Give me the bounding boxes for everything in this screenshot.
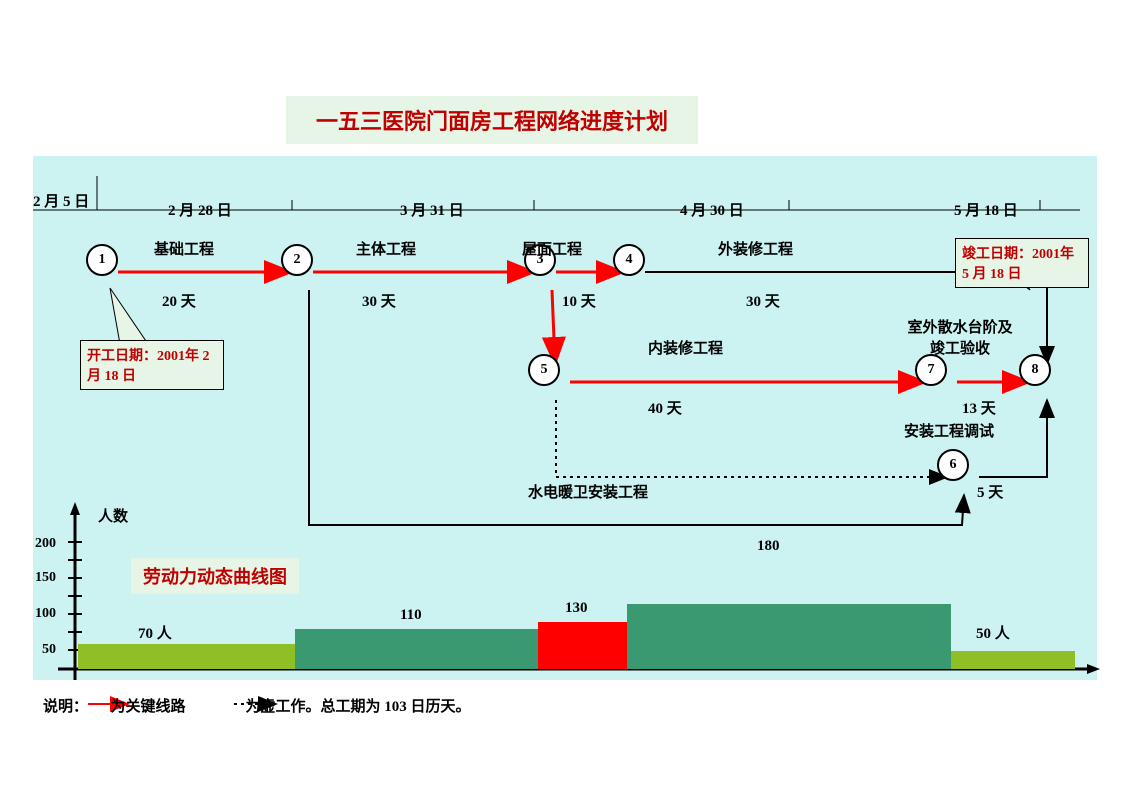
edge-78-label: 室外散水台阶及竣工验收: [905, 316, 1015, 358]
subtitle-text: 劳动力动态曲线图: [143, 567, 287, 587]
date-0: 2 月 5 日: [33, 190, 89, 211]
node-6: 6: [937, 449, 969, 481]
subtitle-box: 劳动力动态曲线图: [131, 558, 299, 594]
date-3: 4 月 30 日: [680, 199, 744, 220]
title-text: 一五三医院门面房工程网络进度计划: [316, 109, 668, 134]
title-box: 一五三医院门面房工程网络进度计划: [286, 96, 698, 144]
edge-78-dur: 13 天: [962, 397, 996, 418]
ytick-100: 100: [35, 606, 56, 622]
edge-57-dur: 40 天: [648, 397, 682, 418]
callout-start: 开工日期：2001年 2 月 18 日: [80, 340, 224, 390]
bar-2-label: 130: [565, 600, 588, 617]
node-2: 2: [281, 244, 313, 276]
edge-34-dur: 10 天: [562, 290, 596, 311]
stage: 一五三医院门面房工程网络进度计划 2 月 5 日 2 月 28 日 3 月 31…: [0, 0, 1123, 794]
edge-48-dur: 30 天: [746, 290, 780, 311]
node-7: 7: [915, 354, 947, 386]
date-1: 2 月 28 日: [168, 199, 232, 220]
ytick-150: 150: [35, 570, 56, 586]
node-5: 5: [528, 354, 560, 386]
bar-0-label: 70 人: [138, 622, 172, 643]
ytick-50: 50: [42, 642, 56, 658]
edge-23-dur: 30 天: [362, 290, 396, 311]
edge-26-label: 水电暖卫安装工程: [528, 481, 648, 502]
edge-23-label: 主体工程: [356, 238, 416, 259]
node-1: 1: [86, 244, 118, 276]
edge-48-label: 外装修工程: [718, 238, 793, 259]
date-2: 3 月 31 日: [400, 199, 464, 220]
edge-68-dur: 5 天: [977, 481, 1003, 502]
bar-4-label: 50 人: [976, 622, 1010, 643]
ylabel: 人数: [98, 505, 128, 526]
edge-57-label: 内装修工程: [648, 337, 723, 358]
bar-3-label: 180: [757, 538, 780, 555]
edge-34-label: 屋面工程: [522, 238, 582, 259]
edge-12-label: 基础工程: [154, 238, 214, 259]
callout-end: 竣工日期：2001年 5 月 18 日: [955, 238, 1089, 288]
ytick-200: 200: [35, 536, 56, 552]
node-4: 4: [613, 244, 645, 276]
date-4: 5 月 18 日: [954, 199, 1018, 220]
bar-1-label: 110: [400, 607, 422, 624]
node-8: 8: [1019, 354, 1051, 386]
edge-12-dur: 20 天: [162, 290, 196, 311]
legend-text: 说明： 为关键线路 为虚工作。总工期为 103 日历天。: [43, 695, 471, 716]
edge-68-label: 安装工程调试: [904, 420, 994, 441]
